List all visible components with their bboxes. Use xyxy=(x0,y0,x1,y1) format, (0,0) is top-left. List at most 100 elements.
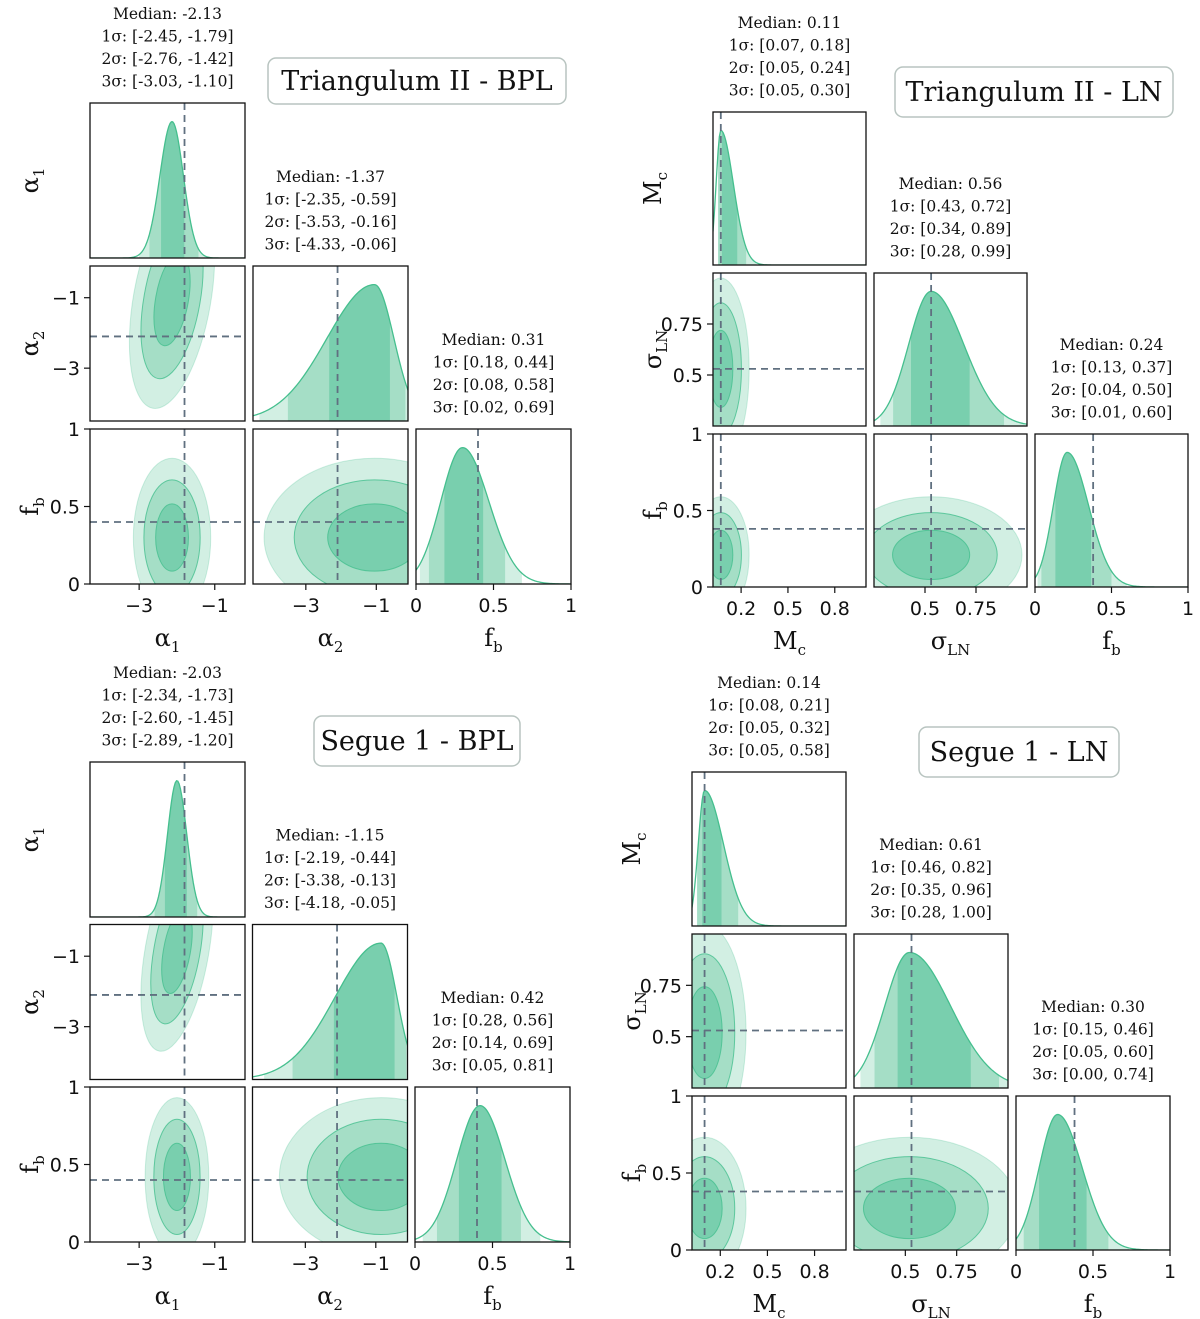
x-tick-label: 0.2 xyxy=(705,1261,735,1283)
x-tick-label: 0.5 xyxy=(890,1261,920,1283)
x-tick-label: −3 xyxy=(125,595,153,617)
band-1sigma xyxy=(333,943,395,1080)
diag-panel-fb: Median: 0.31 1σ: [0.18, 0.44] 2σ: [0.08, 0… xyxy=(410,331,577,656)
stat-s1: 1σ: [0.43, 0.72] xyxy=(890,198,1012,216)
y-tick-label: 0.75 xyxy=(640,975,682,997)
contour-1sigma xyxy=(692,1177,723,1240)
stat-s2: 2σ: [0.14, 0.69] xyxy=(432,1034,554,1052)
y-tick-label: 0 xyxy=(68,1232,80,1254)
stat-s1: 1σ: [0.18, 0.44] xyxy=(433,354,555,372)
contour-panel-a2-fb: −3 −1 α2 xyxy=(251,1086,409,1314)
x-tick-label: 0 xyxy=(410,595,422,617)
x-tick-label: 1 xyxy=(1164,1261,1176,1283)
band-1sigma xyxy=(897,952,971,1088)
x-tick-label: 0.5 xyxy=(477,1253,507,1275)
y-axis-label-sub: 1 xyxy=(30,827,48,837)
stat-s3: 3σ: [0.05, 0.58] xyxy=(708,742,830,760)
x-tick-label: 0.5 xyxy=(478,595,508,617)
panel-frame xyxy=(712,111,867,266)
stat-s2: 2σ: [0.05, 0.60] xyxy=(1032,1043,1154,1061)
band-1sigma xyxy=(329,284,390,421)
diag-panel-fb: Median: 0.30 1σ: [0.15, 0.46] 2σ: [0.05, 0… xyxy=(1010,998,1176,1319)
chart-title: Triangulum II - LN xyxy=(905,77,1162,108)
contour-1sigma xyxy=(162,1142,191,1212)
band-1sigma xyxy=(721,130,738,265)
diag-panel-fb: Median: 0.24 1σ: [0.13, 0.37] 2σ: [0.04, 0… xyxy=(1029,336,1194,659)
panel-frame xyxy=(89,923,246,1081)
panel-frame xyxy=(252,428,409,585)
contour-panel-mc-fb: 0.2 0.5 0.8 Mc 0 0.5 1 fb xyxy=(618,1086,847,1319)
diag-panel-fb: Median: 0.42 1σ: [0.28, 0.56] 2σ: [0.14, 0… xyxy=(409,989,576,1314)
x-tick-label: −3 xyxy=(291,1253,319,1275)
x-tick-label: 1 xyxy=(564,1253,576,1275)
x-tick-label: −1 xyxy=(201,1253,229,1275)
contour-panel-a1-a2: −3 −1α2 xyxy=(16,265,246,422)
y-tick-label: 0.5 xyxy=(50,497,80,519)
x-axis-label-sub: b xyxy=(493,638,503,656)
contour-panel-mc-fb: 0.2 0.5 0.8 Mc 0 0.5 1 fb xyxy=(639,424,867,659)
y-axis-label: fb xyxy=(618,1164,650,1183)
x-axis-label-sub: LN xyxy=(947,641,970,659)
x-tick-label: 0 xyxy=(409,1253,421,1275)
corner-plot-2: Triangulum II - LN Median: 0.11 1σ: [0.07,… xyxy=(639,14,1194,659)
stat-s2: 2σ: [0.35, 0.96] xyxy=(870,881,992,899)
x-tick-label: −1 xyxy=(362,1253,390,1275)
stat-median: Median: 0.61 xyxy=(879,836,983,854)
diag-panel-mc: Median: 0.14 1σ: [0.08, 0.21] 2σ: [0.05, 0… xyxy=(618,674,847,927)
y-tick-label: −1 xyxy=(52,946,80,968)
stat-s1: 1σ: [0.15, 0.46] xyxy=(1032,1021,1154,1039)
stat-s1: 1σ: [0.46, 0.82] xyxy=(870,859,992,877)
panel-frame xyxy=(89,265,246,422)
chart-title: Triangulum II - BPL xyxy=(281,66,553,97)
stat-s2: 2σ: [-3.53, -0.16] xyxy=(264,213,396,231)
chart-title: Segue 1 - LN xyxy=(930,737,1109,768)
stat-s2: 2σ: [0.05, 0.32] xyxy=(708,719,830,737)
panel-frame xyxy=(691,771,847,927)
y-axis-label-sub: b xyxy=(30,497,48,507)
x-tick-label: −1 xyxy=(201,595,229,617)
diag-panel-a1: Median: -2.13 1σ: [-2.45, -1.79] 2σ: [-2.7… xyxy=(16,5,246,259)
x-axis-label: σLN xyxy=(931,627,970,659)
stat-s3: 3σ: [0.01, 0.60] xyxy=(1051,404,1173,422)
y-axis-label-sub: c xyxy=(632,833,650,841)
y-tick-label: 1 xyxy=(691,424,703,446)
stat-s2: 2σ: [-3.38, -0.13] xyxy=(264,872,396,890)
contour-panel-a1-fb: −3 −1 α1 0 0.5 1 fb xyxy=(16,419,246,656)
x-axis-label: fb xyxy=(1084,1290,1103,1319)
stat-s3: 3σ: [0.28, 0.99] xyxy=(890,243,1012,261)
stat-s3: 3σ: [0.00, 0.74] xyxy=(1032,1066,1154,1084)
x-axis-label-sub: 2 xyxy=(334,638,344,656)
y-axis-label: fb xyxy=(639,501,671,520)
x-axis-label-sub: c xyxy=(798,641,806,659)
x-tick-label: 0.75 xyxy=(955,598,997,620)
diag-panel-sln: Median: 0.61 1σ: [0.46, 0.82] 2σ: [0.35, 0… xyxy=(853,836,1009,1089)
y-tick-label: 0.5 xyxy=(652,1163,682,1185)
y-tick-label: 0.75 xyxy=(661,314,703,336)
panel-frame xyxy=(691,933,847,1089)
x-tick-label: 0 xyxy=(1010,1261,1022,1283)
x-axis-label: α1 xyxy=(155,1282,181,1314)
x-tick-label: 0.75 xyxy=(936,1261,978,1283)
stat-s1: 1σ: [0.08, 0.21] xyxy=(708,697,830,715)
y-axis-label: α2 xyxy=(16,989,48,1015)
stat-median: Median: 0.11 xyxy=(738,14,842,32)
stat-s3: 3σ: [-4.18, -0.05] xyxy=(264,894,396,912)
x-axis-label-sub: b xyxy=(492,1296,502,1314)
panel-frame xyxy=(853,1095,1009,1251)
stat-s3: 3σ: [0.05, 0.81] xyxy=(432,1057,554,1075)
panel-frame xyxy=(252,265,409,422)
stat-median: Median: -1.15 xyxy=(275,827,384,845)
chart-title: Segue 1 - BPL xyxy=(320,726,513,757)
y-axis-label-sub: c xyxy=(653,172,671,180)
marginal-curve xyxy=(416,446,571,584)
panel-frame xyxy=(251,923,409,1081)
band-1sigma xyxy=(1039,1114,1087,1250)
panel-frame xyxy=(89,102,246,259)
stat-s3: 3σ: [0.28, 1.00] xyxy=(870,904,992,922)
band-1sigma xyxy=(458,1105,502,1242)
title-box xyxy=(894,66,1174,118)
band-1sigma xyxy=(910,291,970,426)
stat-s2: 2σ: [0.34, 0.89] xyxy=(890,220,1012,238)
